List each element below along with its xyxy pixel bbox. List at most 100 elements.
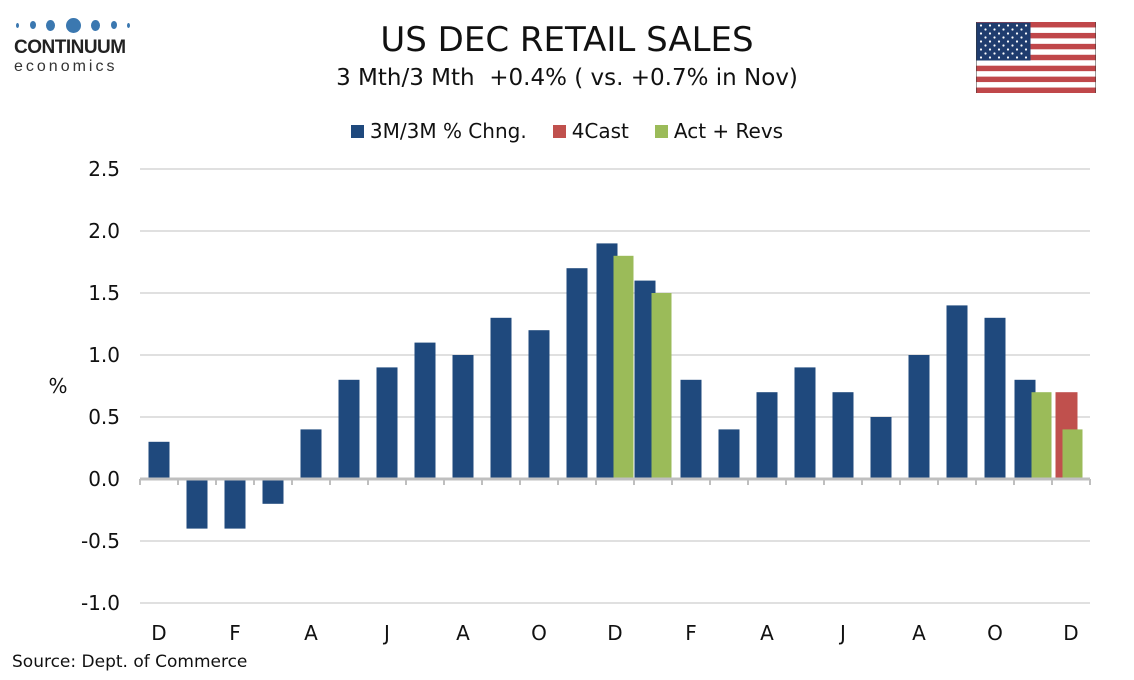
- flag-star: [979, 32, 983, 35]
- flag-star: [1020, 36, 1023, 39]
- chart-legend: 3M/3M % Chng. 4Cast Act + Revs: [0, 119, 1134, 143]
- legend-label-4cast: 4Cast: [571, 119, 629, 143]
- flag-star: [1002, 28, 1005, 31]
- bar-act-revs: [1062, 429, 1083, 479]
- x-tick-label: A: [760, 621, 774, 645]
- flag-star: [1024, 56, 1028, 59]
- flag-star: [1015, 56, 1019, 59]
- flag-stripe: [976, 43, 1096, 50]
- legend-swatch-3m3m: [350, 124, 364, 138]
- bar-3m3m: [224, 479, 246, 529]
- bar-3m3m: [414, 342, 436, 479]
- bar-3m3m: [832, 392, 854, 479]
- bar-3m3m: [376, 367, 398, 479]
- us-flag-icon: [976, 22, 1096, 93]
- x-tick-label: A: [912, 621, 926, 645]
- x-tick-label: F: [229, 621, 241, 645]
- flag-star: [979, 40, 983, 43]
- bar-3m3m: [262, 479, 284, 504]
- flag-star: [1015, 48, 1019, 51]
- legend-swatch-act-revs: [654, 124, 668, 138]
- y-tick-label: 0.0: [88, 467, 120, 491]
- bar-3m3m: [908, 355, 930, 479]
- flag-stripe: [976, 54, 1096, 61]
- flag-star: [988, 48, 992, 51]
- bar-3m3m: [338, 379, 360, 479]
- x-tick-label: J: [838, 621, 846, 645]
- flag-stripe: [976, 22, 1096, 28]
- bar-3m3m: [794, 367, 816, 479]
- continuum-logo: CONTINUUM economics: [14, 14, 132, 76]
- logo-name: CONTINUUM: [14, 37, 126, 58]
- logo-subname: economics: [14, 58, 118, 75]
- legend-swatch-4cast: [552, 124, 566, 138]
- y-tick-label: 1.0: [88, 343, 120, 367]
- x-tick-label: J: [382, 621, 390, 645]
- flag-star: [984, 44, 987, 47]
- flag-star: [1006, 32, 1010, 35]
- x-tick-label: D: [151, 621, 166, 645]
- flag-star: [1011, 44, 1014, 47]
- x-tick-label: A: [456, 621, 470, 645]
- flag-star: [988, 56, 992, 59]
- flag-star: [1020, 28, 1023, 31]
- bar-3m3m: [946, 305, 968, 479]
- bar-3m3m: [1014, 379, 1036, 479]
- flag-star: [988, 40, 992, 43]
- bar-3m3m: [634, 280, 656, 479]
- legend-label-3m3m: 3M/3M % Chng.: [369, 119, 527, 143]
- flag-star: [1002, 52, 1005, 55]
- chart-title: US DEC RETAIL SALES: [380, 20, 754, 60]
- flag-star: [1024, 48, 1028, 51]
- y-tick-label: -0.5: [81, 529, 120, 553]
- bar-3m3m: [870, 417, 892, 479]
- legend-item-4cast: 4Cast: [552, 119, 629, 143]
- flag-stripe: [976, 32, 1096, 39]
- logo-dots-icon: [14, 14, 132, 36]
- bar-3m3m: [186, 479, 208, 529]
- x-tick-label: F: [685, 621, 697, 645]
- flag-star: [1002, 44, 1005, 47]
- flag-star: [993, 28, 996, 31]
- flag-star: [993, 52, 996, 55]
- flag-star: [979, 24, 983, 27]
- bar-3m3m: [566, 268, 588, 479]
- bar-act-revs: [613, 255, 634, 479]
- flag-star: [997, 24, 1001, 27]
- x-tick-label: O: [531, 621, 547, 645]
- flag-star: [984, 36, 987, 39]
- flag-star: [993, 44, 996, 47]
- y-tick-label: 2.5: [88, 157, 120, 181]
- flag-stripe: [976, 76, 1096, 83]
- flag-star: [1020, 52, 1023, 55]
- flag-star: [1020, 44, 1023, 47]
- flag-star: [997, 32, 1001, 35]
- legend-item-3m3m: 3M/3M % Chng.: [350, 119, 527, 143]
- y-tick-label: 2.0: [88, 219, 120, 243]
- y-tick-label: 0.5: [88, 405, 120, 429]
- bar-act-revs: [651, 293, 672, 479]
- flag-star: [1024, 24, 1028, 27]
- flag-star: [1024, 40, 1028, 43]
- flag-star: [984, 28, 987, 31]
- x-tick-label: D: [607, 621, 622, 645]
- bar-3m3m: [300, 429, 322, 479]
- bar-3m3m: [680, 379, 702, 479]
- y-tick-label: 1.5: [88, 281, 120, 305]
- flag-star: [1006, 48, 1010, 51]
- flag-star: [993, 36, 996, 39]
- bar-3m3m: [452, 355, 474, 479]
- bar-3m3m: [984, 317, 1006, 479]
- legend-label-act-revs: Act + Revs: [673, 119, 784, 143]
- y-tick-label: -1.0: [81, 591, 120, 615]
- y-axis-label: %: [48, 374, 67, 398]
- bar-3m3m: [490, 317, 512, 479]
- bar-3m3m: [596, 243, 618, 479]
- legend-item-act-revs: Act + Revs: [654, 119, 784, 143]
- flag-star: [997, 56, 1001, 59]
- flag-star: [1006, 56, 1010, 59]
- flag-stripe: [976, 65, 1096, 72]
- bar-3m3m: [718, 429, 740, 479]
- flag-star: [1006, 24, 1010, 27]
- bar-3m3m: [528, 330, 550, 479]
